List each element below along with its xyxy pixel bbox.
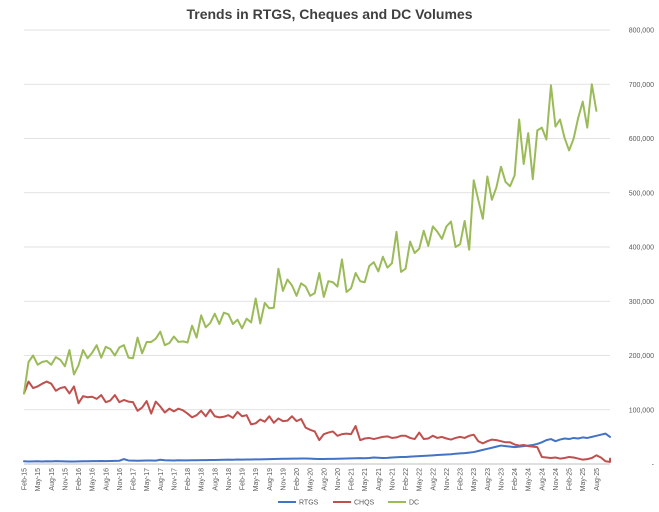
x-tick-label: Feb-24 <box>512 468 519 490</box>
y-tick-label: 700,000 <box>629 82 654 89</box>
x-tick-label: Aug-25 <box>594 468 601 491</box>
x-tick-label: Feb-20 <box>294 468 301 490</box>
grid-lines <box>24 29 610 465</box>
y-tick-labels: - 100,000 200,000 300,000 400,000 500,000 600,… <box>629 28 655 469</box>
x-tick-label: May-25 <box>580 468 587 491</box>
x-tick-label: Aug-16 <box>103 468 110 491</box>
x-tick-label: Aug-15 <box>49 468 56 491</box>
x-tick-label: May-20 <box>308 468 315 491</box>
x-tick-label: May-23 <box>471 468 478 491</box>
x-tick-label: May-22 <box>417 468 424 491</box>
x-tick-label: Nov-22 <box>444 468 451 491</box>
x-tick-label: Nov-23 <box>498 468 505 491</box>
y-tick-label: 200,000 <box>629 353 654 360</box>
x-tick-label: May-24 <box>526 468 533 491</box>
legend-label-rtgs: RTGS <box>299 500 319 507</box>
x-tick-label: Aug-24 <box>539 468 546 491</box>
x-tick-label: Feb-22 <box>403 468 410 490</box>
x-tick-label: May-16 <box>90 468 97 491</box>
y-tick-label: - <box>652 462 655 469</box>
x-tick-label: Nov-19 <box>280 468 287 491</box>
x-tick-label: Nov-21 <box>389 468 396 491</box>
y-tick-label: 500,000 <box>629 190 654 197</box>
y-tick-label: 300,000 <box>629 299 654 306</box>
x-tick-label: Aug-23 <box>485 468 492 491</box>
x-tick-label: May-19 <box>253 468 260 491</box>
x-tick-label: Aug-22 <box>430 468 437 491</box>
x-tick-label: Feb-18 <box>185 468 192 490</box>
x-tick-label: Feb-19 <box>240 468 247 490</box>
x-tick-label: Feb-15 <box>22 468 29 490</box>
chart-title: Trends in RTGS, Cheques and DC Volumes <box>186 6 473 22</box>
x-tick-label: Nov-15 <box>62 468 69 491</box>
legend: RTGS CHQS DC <box>278 500 419 507</box>
series-line-rtgs <box>23 432 611 463</box>
x-tick-label: Aug-17 <box>158 468 165 491</box>
x-tick-labels: Feb-15 May-15 Aug-15 Nov-15 Feb-16 May-16 Aug-… <box>22 468 601 491</box>
series-line-dc <box>23 83 598 395</box>
series-lines <box>23 83 611 463</box>
x-tick-label: Aug-18 <box>212 468 219 491</box>
x-tick-label: Feb-17 <box>131 468 138 490</box>
legend-label-chqs: CHQS <box>354 500 375 507</box>
x-tick-label: Feb-25 <box>567 468 574 490</box>
x-tick-label: Nov-16 <box>117 468 124 491</box>
x-tick-label: May-15 <box>35 468 42 491</box>
x-tick-label: Nov-18 <box>226 468 233 491</box>
legend-label-dc: DC <box>409 500 419 507</box>
x-tick-label: Aug-20 <box>321 468 328 491</box>
x-tick-label: Feb-21 <box>349 468 356 490</box>
x-tick-label: Aug-19 <box>267 468 274 491</box>
y-tick-label: 600,000 <box>629 136 654 143</box>
x-tick-label: May-18 <box>199 468 206 491</box>
x-tick-label: Nov-17 <box>171 468 178 491</box>
x-tick-label: Feb-16 <box>76 468 83 490</box>
series-line-chqs <box>23 380 611 463</box>
x-tick-label: May-17 <box>144 468 151 491</box>
y-tick-label: 800,000 <box>629 28 654 35</box>
x-tick-label: Nov-24 <box>553 468 560 491</box>
y-tick-label: 400,000 <box>629 245 654 252</box>
x-tick-label: Feb-23 <box>458 468 465 490</box>
x-tick-label: Aug-21 <box>376 468 383 491</box>
y-tick-label: 100,000 <box>629 407 654 414</box>
x-tick-label: Nov-20 <box>335 468 342 491</box>
x-tick-label: May-21 <box>362 468 369 491</box>
